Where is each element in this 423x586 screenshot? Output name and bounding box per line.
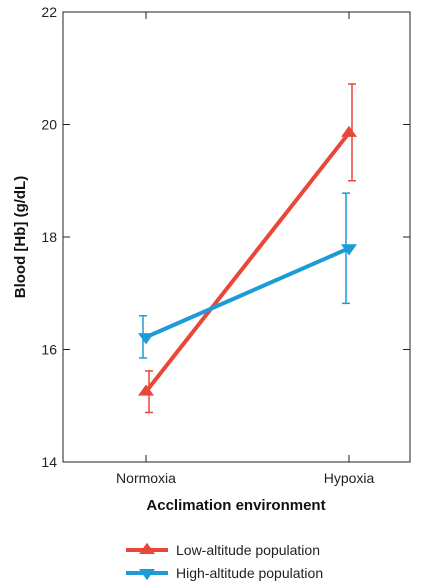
series-line [145, 246, 350, 339]
legend-swatch-marker [139, 542, 155, 554]
y-tick-label: 16 [41, 342, 57, 358]
y-tick-label: 18 [41, 229, 57, 245]
legend-label: High-altitude population [176, 565, 323, 581]
y-axis: 14 16 18 20 22 [41, 4, 410, 470]
data-point [138, 384, 154, 396]
legend-swatch-marker [139, 569, 155, 581]
series-1 [138, 192, 357, 359]
y-tick-label: 20 [41, 117, 57, 133]
plot-area-frame [62, 11, 411, 463]
x-tick-label: Hypoxia [324, 470, 375, 486]
series-layer [138, 83, 357, 414]
series-line [144, 131, 351, 393]
legend-label: Low-altitude population [176, 542, 320, 558]
x-axis: Normoxia Hypoxia [116, 12, 374, 486]
data-point [138, 333, 154, 345]
x-tick-label: Normoxia [116, 470, 176, 486]
legend-item-1: High-altitude population [126, 565, 323, 581]
legend: Low-altitude population High-altitude pop… [126, 542, 323, 581]
y-axis-title: Blood [Hb] (g/dL) [12, 176, 29, 298]
data-point [341, 244, 357, 256]
series-0 [138, 83, 357, 414]
y-tick-label: 22 [41, 4, 57, 20]
x-axis-title: Acclimation environment [146, 497, 325, 514]
y-tick-label: 14 [41, 454, 57, 470]
data-point [341, 125, 357, 137]
legend-item-0: Low-altitude population [126, 542, 320, 558]
